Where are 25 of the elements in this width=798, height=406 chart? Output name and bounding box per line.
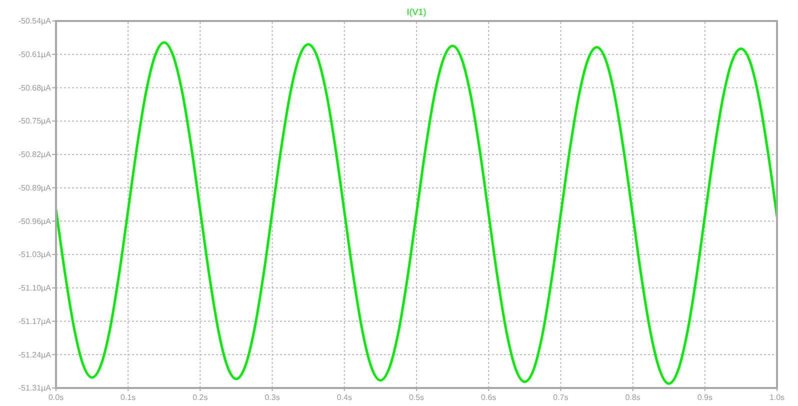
y-tick-label: -51.17µA xyxy=(18,316,52,326)
y-tick-label: -50.89µA xyxy=(18,183,52,192)
text: I(V1) xyxy=(406,7,426,17)
y-tick-label: -50.68µA xyxy=(18,83,52,92)
y-tick-label: -50.96µA xyxy=(18,216,52,226)
y-tick-label: -50.75µA xyxy=(18,116,52,126)
x-tick-label: 0.8s xyxy=(625,393,640,402)
x-tick-label: 0.0s xyxy=(48,393,64,402)
y-tick-label: -51.03µA xyxy=(18,250,52,260)
x-tick-label: 0.1s xyxy=(120,393,136,402)
x-tick-label: 0.2s xyxy=(192,393,208,402)
y-tick-label: -51.10µA xyxy=(18,284,52,293)
x-tick-label: 0.3s xyxy=(264,393,280,402)
x-tick-label: 1.0s xyxy=(769,393,785,402)
x-tick-label: 0.6s xyxy=(481,393,496,402)
y-tick-label: -50.54µA xyxy=(18,16,52,26)
y-tick-label: -51.24µA xyxy=(18,350,52,360)
x-tick-label: 0.9s xyxy=(697,393,712,402)
y-tick-label: -50.82µA xyxy=(18,150,52,160)
x-tick-label: 0.4s xyxy=(336,393,352,402)
x-tick-label: 0.7s xyxy=(553,393,568,402)
y-tick-label: -51.31µA xyxy=(18,384,52,393)
x-tick-label: 0.5s xyxy=(408,393,424,402)
y-tick-label: -50.61µA xyxy=(18,50,52,60)
line-series xyxy=(56,41,777,385)
